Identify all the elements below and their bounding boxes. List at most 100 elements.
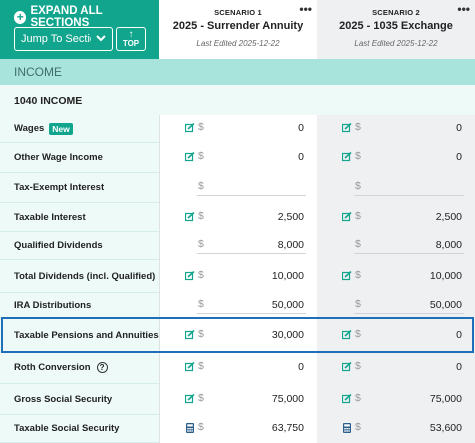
edit-icon[interactable] (185, 152, 195, 162)
scenario-title[interactable]: 2025 - 1035 Exchange (339, 20, 453, 32)
value-input[interactable]: 50,000 (271, 299, 304, 311)
scenario-1-value-cell[interactable]: $10,000 (159, 260, 317, 293)
value-input[interactable]: 2,500 (277, 211, 304, 223)
scenario-1-value-cell[interactable]: $8,000 (159, 232, 317, 260)
section-income[interactable]: INCOME (0, 59, 475, 85)
jump-to-section-select[interactable]: Jump To Section (14, 27, 113, 51)
edit-icon[interactable] (185, 394, 195, 404)
table-row: Qualified Dividends $8,000 $8,000 (0, 232, 475, 260)
row-label: IRA Distributions (0, 293, 159, 319)
value-input[interactable]: 0 (456, 329, 462, 341)
row-label: Gross Social Security (0, 384, 159, 415)
more-options-icon[interactable]: ••• (457, 2, 470, 16)
value-input[interactable]: 50,000 (429, 299, 462, 311)
row-label-text: Taxable Interest (14, 211, 86, 223)
scenario-2-value-cell[interactable]: $0 (317, 143, 475, 173)
table-row: Wages New $0 $0 (0, 115, 475, 143)
scenario-1-value-cell[interactable]: $0 (159, 352, 317, 384)
scenario-2-value-cell[interactable]: $50,000 (317, 293, 475, 319)
income-rows: Wages New $0 $0 Other Wage Income $0 $0 Tax-Exe… (0, 115, 475, 443)
currency-symbol: $ (355, 269, 361, 281)
row-label: Wages New (0, 115, 159, 143)
value-input[interactable]: 30,000 (271, 329, 304, 341)
edit-icon[interactable] (342, 152, 352, 162)
value-input[interactable]: 0 (298, 151, 304, 163)
value-input[interactable]: 75,000 (429, 393, 462, 405)
row-label-text: Gross Social Security (14, 393, 113, 405)
row-label-text: Taxable Pensions and Annuities (14, 329, 159, 341)
scenario-1-value-cell[interactable]: $2,500 (159, 203, 317, 232)
scenario-title[interactable]: 2025 - Surrender Annuity (172, 20, 304, 32)
edit-icon[interactable] (185, 212, 195, 222)
scenario-1-value-cell[interactable]: $30,000 (159, 319, 317, 352)
currency-symbol: $ (355, 298, 361, 310)
edit-icon[interactable] (185, 330, 195, 340)
scenario-1-header: SCENARIO 1 2025 - Surrender Annuity Last… (159, 0, 317, 59)
scenario-2-value-cell[interactable]: $10,000 (317, 260, 475, 293)
scenario-2-value-cell[interactable]: $0 (317, 115, 475, 143)
value-input[interactable]: 0 (456, 122, 462, 134)
value-input[interactable]: 0 (298, 361, 304, 373)
value-input[interactable]: 2,500 (435, 211, 462, 223)
chevron-down-icon (96, 35, 106, 42)
edit-icon[interactable] (185, 123, 195, 133)
scenario-2-value-cell[interactable]: $ (317, 173, 475, 203)
edit-icon[interactable] (185, 271, 195, 281)
value-input[interactable]: 0 (456, 361, 462, 373)
help-icon[interactable]: ? (96, 362, 108, 373)
edit-icon[interactable] (342, 212, 352, 222)
expand-all-button[interactable]: + EXPAND ALL SECTIONS (14, 5, 159, 29)
value-input[interactable]: 53,600 (429, 422, 462, 434)
subsection-1040-income: 1040 INCOME (0, 85, 475, 115)
value-input[interactable]: 75,000 (271, 393, 304, 405)
calculator-icon[interactable] (185, 423, 195, 433)
currency-symbol: $ (198, 328, 204, 340)
scenario-number: SCENARIO 1 (214, 8, 262, 17)
scenario-header: + EXPAND ALL SECTIONS Jump To Section ↑ … (0, 0, 475, 59)
currency-symbol: $ (355, 328, 361, 340)
row-label-text: Qualified Dividends (14, 240, 103, 251)
scenario-2-value-cell[interactable]: $53,600 (317, 415, 475, 443)
currency-symbol: $ (198, 121, 204, 133)
value-input[interactable]: 10,000 (429, 270, 462, 282)
value-input[interactable]: 8,000 (277, 239, 304, 251)
scenario-1-value-cell[interactable]: $50,000 (159, 293, 317, 319)
edit-icon[interactable] (342, 394, 352, 404)
table-row: Taxable Pensions and Annuities $30,000 $0 (0, 319, 475, 352)
more-options-icon[interactable]: ••• (299, 2, 312, 16)
row-label-text: IRA Distributions (14, 300, 92, 311)
value-input[interactable]: 0 (456, 151, 462, 163)
table-row: Total Dividends (incl. Qualified) $10,000… (0, 260, 475, 293)
scenario-1-value-cell[interactable]: $75,000 (159, 384, 317, 415)
scenario-2-value-cell[interactable]: $8,000 (317, 232, 475, 260)
scenario-1-value-cell[interactable]: $63,750 (159, 415, 317, 443)
edit-icon[interactable] (185, 362, 195, 372)
currency-symbol: $ (355, 421, 361, 433)
expand-all-label: EXPAND ALL SECTIONS (30, 5, 103, 29)
value-input[interactable]: 63,750 (271, 422, 304, 434)
scenario-2-value-cell[interactable]: $0 (317, 319, 475, 352)
plus-circle-icon: + (14, 10, 27, 24)
scenario-2-value-cell[interactable]: $75,000 (317, 384, 475, 415)
value-input[interactable]: 10,000 (271, 270, 304, 282)
calculator-icon[interactable] (342, 423, 352, 433)
scenario-number: SCENARIO 2 (372, 8, 420, 17)
table-row: Roth Conversion? $0 $0 (0, 352, 475, 384)
row-label-text: Total Dividends (incl. Qualified) (14, 270, 156, 282)
scenario-1-value-cell[interactable]: $0 (159, 143, 317, 173)
row-label: Tax-Exempt Interest (0, 173, 159, 203)
scenario-2-value-cell[interactable]: $0 (317, 352, 475, 384)
currency-symbol: $ (198, 150, 204, 162)
scenario-1-value-cell[interactable]: $0 (159, 115, 317, 143)
scenario-1-value-cell[interactable]: $ (159, 173, 317, 203)
edit-icon[interactable] (342, 330, 352, 340)
edit-icon[interactable] (342, 271, 352, 281)
back-to-top-button[interactable]: ↑ TOP (116, 27, 146, 51)
value-input[interactable]: 0 (298, 122, 304, 134)
value-input[interactable]: 8,000 (435, 239, 462, 251)
edit-icon[interactable] (342, 362, 352, 372)
scenario-2-value-cell[interactable]: $2,500 (317, 203, 475, 232)
currency-symbol: $ (198, 210, 204, 222)
new-badge: New (49, 122, 73, 135)
edit-icon[interactable] (342, 123, 352, 133)
